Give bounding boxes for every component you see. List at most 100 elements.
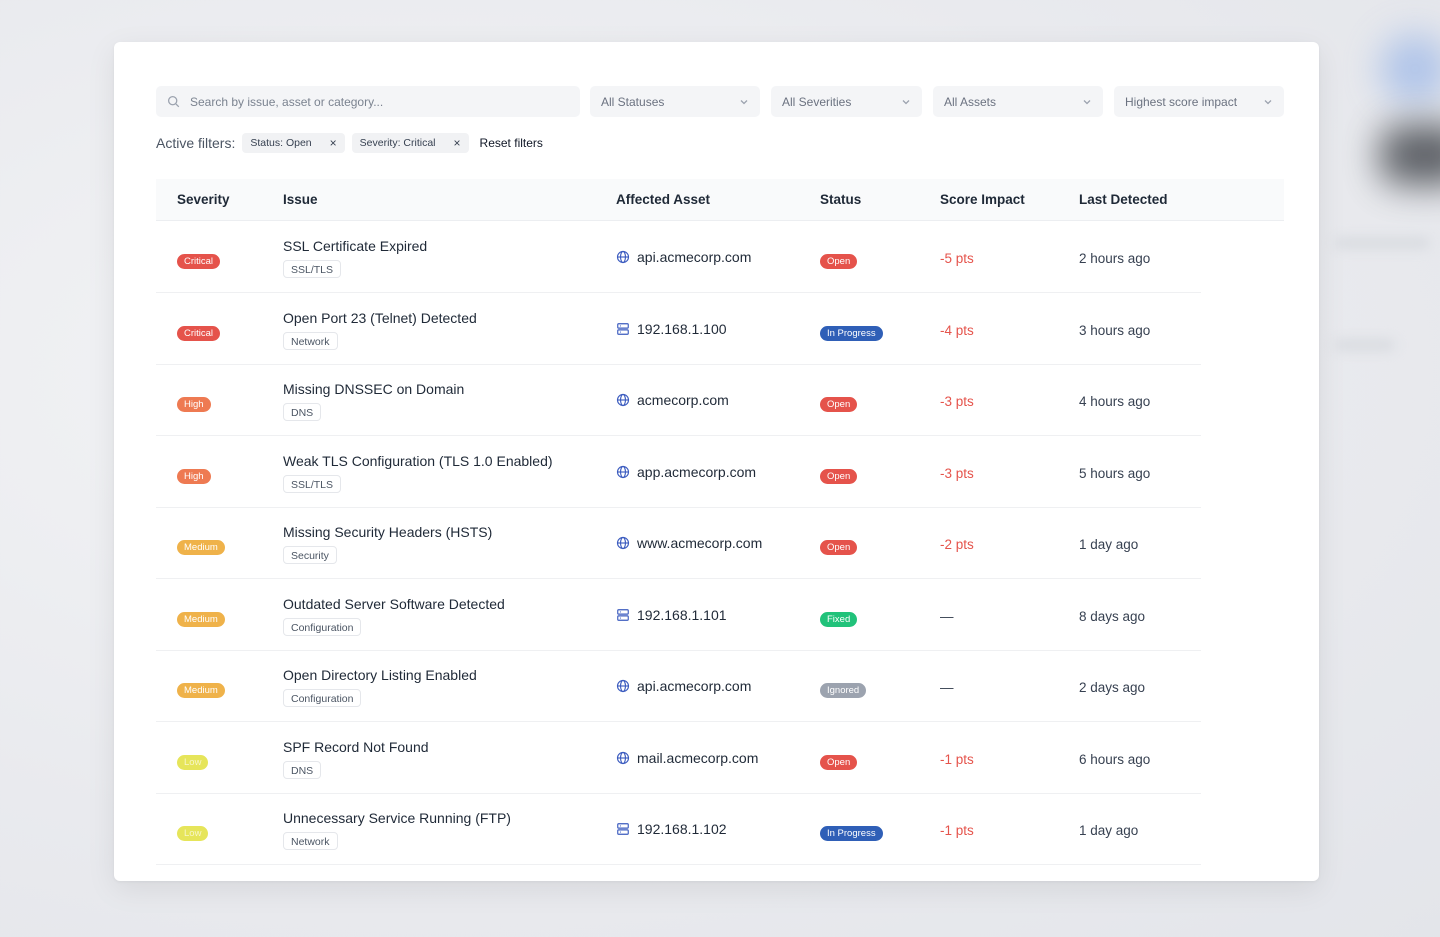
- severity-cell: Critical: [177, 251, 221, 269]
- issue-cell: Missing DNSSEC on Domain DNS: [283, 381, 464, 421]
- close-icon[interactable]: ×: [329, 136, 337, 150]
- severity-badge: Medium: [177, 683, 225, 698]
- column-header-severity[interactable]: Severity: [177, 192, 230, 207]
- severity-badge: Critical: [177, 325, 221, 341]
- status-cell: Ignored: [820, 680, 867, 698]
- reset-filters-button[interactable]: Reset filters: [479, 136, 543, 150]
- issue-cell: Open Port 23 (Telnet) Detected Network: [283, 310, 477, 350]
- asset-cell[interactable]: 192.168.1.100: [616, 321, 727, 337]
- issue-cell: Outdated Server Software Detected Config…: [283, 596, 505, 636]
- asset-cell[interactable]: mail.acmecorp.com: [616, 750, 758, 766]
- issue-title[interactable]: Weak TLS Configuration (TLS 1.0 Enabled): [283, 452, 553, 469]
- status-badge: Open: [820, 397, 858, 412]
- issue-title[interactable]: Missing DNSSEC on Domain: [283, 381, 465, 397]
- score-impact: -2 pts: [940, 537, 974, 552]
- category-tag: SSL/TLS: [283, 260, 342, 278]
- category-tag: Network: [283, 832, 338, 850]
- category-tag: Configuration: [283, 617, 362, 636]
- category-tag: DNS: [283, 760, 322, 779]
- asset-cell[interactable]: acmecorp.com: [616, 392, 729, 408]
- issue-title[interactable]: SPF Record Not Found: [283, 738, 429, 755]
- issue-title[interactable]: SSL Certificate Expired: [283, 238, 428, 254]
- last-detected: 1 day ago: [1079, 537, 1139, 552]
- status-cell: Open: [820, 251, 858, 269]
- select-value: All Assets: [944, 94, 997, 109]
- filter-chip-severity: Severity: Critical ×: [351, 133, 469, 153]
- table-row[interactable]: High Weak TLS Configuration (TLS 1.0 Ena…: [156, 437, 1201, 508]
- table-row[interactable]: Low SPF Record Not Found DNS mail.acmeco…: [156, 723, 1201, 794]
- status-cell: Fixed: [820, 609, 858, 627]
- severity-cell: Critical: [177, 323, 221, 341]
- asset-cell[interactable]: api.acmecorp.com: [616, 249, 751, 265]
- asset-cell[interactable]: app.acmecorp.com: [616, 464, 756, 480]
- background-blur-decoration: [1335, 238, 1430, 248]
- table-row[interactable]: Medium Outdated Server Software Detected…: [156, 580, 1201, 651]
- column-header-status[interactable]: Status: [820, 192, 862, 207]
- asset-cell[interactable]: 192.168.1.101: [616, 607, 727, 623]
- background-blur-decoration: [1335, 340, 1395, 350]
- last-detected: 5 hours ago: [1079, 465, 1151, 481]
- status-cell: In Progress: [820, 823, 883, 841]
- score-impact: -5 pts: [940, 251, 974, 266]
- asset-cell[interactable]: www.acmecorp.com: [616, 535, 762, 551]
- issue-title[interactable]: Open Port 23 (Telnet) Detected: [283, 309, 477, 326]
- asset-name: 192.168.1.101: [637, 606, 727, 623]
- score-impact: -3 pts: [940, 465, 974, 481]
- category-tag: Network: [283, 331, 338, 350]
- asset-cell[interactable]: api.acmecorp.com: [616, 678, 751, 694]
- select-value: All Statuses: [601, 94, 665, 109]
- table-row[interactable]: Critical SSL Certificate Expired SSL/TLS…: [156, 222, 1201, 293]
- status-cell: In Progress: [820, 323, 883, 341]
- issue-title[interactable]: Missing Security Headers (HSTS): [283, 524, 493, 540]
- chevron-down-icon: [1082, 97, 1092, 107]
- chip-label: Severity: Critical: [359, 137, 436, 149]
- asset-filter-select[interactable]: All Assets: [933, 86, 1103, 117]
- globe-icon: [616, 465, 630, 479]
- asset-name: 192.168.1.102: [637, 821, 727, 837]
- asset-cell[interactable]: 192.168.1.102: [616, 821, 727, 837]
- table-row[interactable]: Critical Open Port 23 (Telnet) Detected …: [156, 294, 1201, 365]
- issue-title[interactable]: Open Directory Listing Enabled: [283, 667, 477, 683]
- active-filters-label: Active filters:: [156, 135, 236, 151]
- table-row[interactable]: High Missing DNSSEC on Domain DNS acmeco…: [156, 365, 1201, 436]
- severity-badge: Medium: [177, 540, 225, 555]
- severity-cell: High: [177, 394, 211, 412]
- status-cell: Open: [820, 752, 858, 770]
- severity-filter-select[interactable]: All Severities: [771, 86, 922, 117]
- background-blur-decoration: [1380, 125, 1440, 185]
- background-blur-decoration: [1380, 34, 1440, 104]
- table-row[interactable]: Medium Open Directory Listing Enabled Co…: [156, 651, 1201, 722]
- status-badge: Open: [820, 468, 858, 484]
- last-detected: 6 hours ago: [1079, 751, 1151, 767]
- severity-badge: High: [177, 468, 211, 484]
- score-impact: —: [940, 608, 954, 624]
- column-header-score[interactable]: Score Impact: [940, 192, 1025, 207]
- active-filters: Active filters: Status: Open × Severity:…: [156, 133, 543, 153]
- table-row[interactable]: Medium Missing Security Headers (HSTS) S…: [156, 508, 1201, 579]
- issue-cell: Missing Security Headers (HSTS) Security: [283, 524, 492, 564]
- status-cell: Open: [820, 466, 858, 484]
- status-filter-select[interactable]: All Statuses: [590, 86, 760, 117]
- column-header-asset[interactable]: Affected Asset: [616, 192, 711, 207]
- globe-icon: [616, 751, 630, 765]
- column-header-issue[interactable]: Issue: [283, 192, 318, 207]
- score-impact: -4 pts: [940, 322, 974, 338]
- issue-title[interactable]: Unnecessary Service Running (FTP): [283, 810, 511, 826]
- asset-name: app.acmecorp.com: [637, 463, 757, 480]
- severity-cell: Low: [177, 823, 209, 841]
- sort-select[interactable]: Highest score impact: [1114, 86, 1284, 117]
- chevron-down-icon: [901, 97, 911, 107]
- severity-cell: Medium: [177, 609, 225, 627]
- search-input[interactable]: Search by issue, asset or category...: [156, 86, 580, 117]
- severity-badge: Critical: [177, 254, 221, 269]
- close-icon[interactable]: ×: [453, 136, 461, 150]
- filter-chip-status: Status: Open ×: [242, 133, 345, 153]
- issue-title[interactable]: Outdated Server Software Detected: [283, 595, 505, 612]
- table-row[interactable]: Low Unnecessary Service Running (FTP) Ne…: [156, 794, 1201, 865]
- column-header-detected[interactable]: Last Detected: [1079, 192, 1168, 207]
- asset-name: 192.168.1.100: [637, 320, 727, 337]
- globe-icon: [616, 393, 630, 407]
- chip-label: Status: Open: [250, 137, 312, 149]
- category-tag: SSL/TLS: [283, 474, 342, 493]
- last-detected: 2 days ago: [1079, 680, 1146, 695]
